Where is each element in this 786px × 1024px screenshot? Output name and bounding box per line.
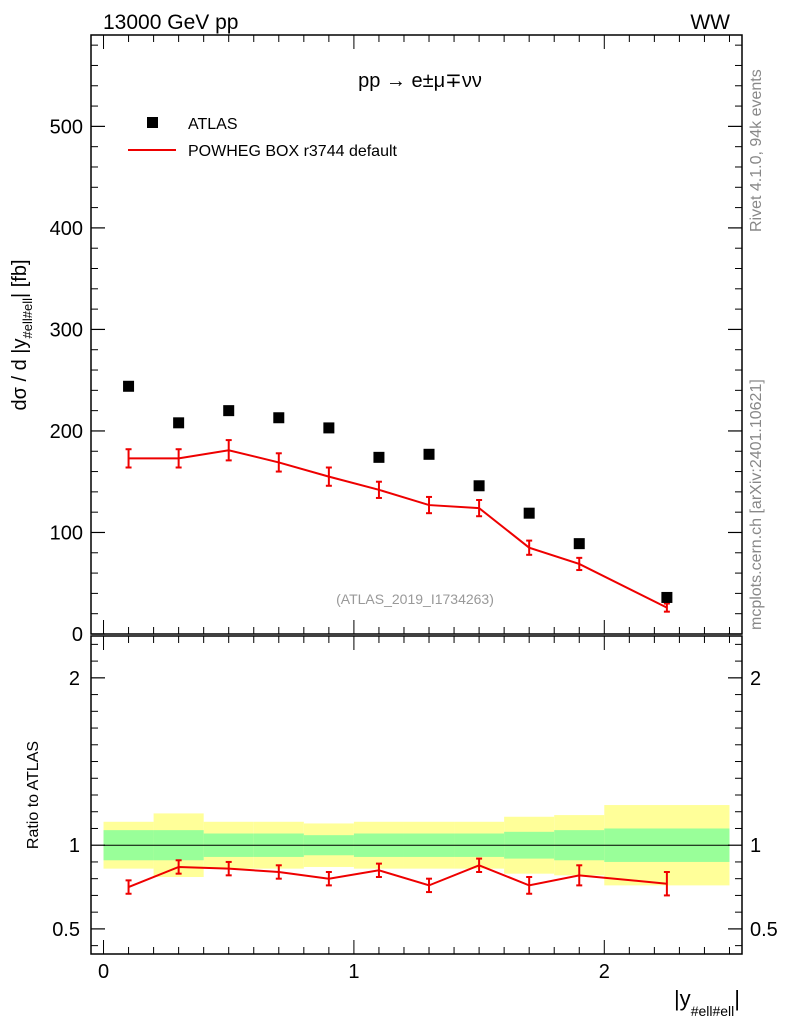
ratio-y-label: Ratio to ATLAS [25, 741, 42, 849]
atlas-data-point [473, 480, 485, 492]
legend-powheg-label: POWHEG BOX r3744 default [188, 143, 398, 160]
main-marks [123, 380, 673, 613]
atlas-data-point [273, 412, 285, 424]
legend-atlas-label: ATLAS [188, 116, 238, 133]
ratio-y-tick-label: 0.5 [52, 919, 80, 941]
rivet-label: Rivet 4.1.0, 94k events [748, 69, 765, 232]
main-title: pp → e±μ∓νν [358, 70, 482, 92]
main-y-tick-label: 0 [72, 624, 83, 646]
main-y-tick-label: 100 [50, 522, 83, 544]
main-y-tick-label: 500 [50, 116, 83, 138]
legend: ATLAS POWHEG BOX r3744 default [128, 116, 398, 160]
x-tick-label: 0 [98, 961, 109, 983]
atlas-data-point [373, 451, 385, 463]
main-panel: 0 100 200 300 400 500 pp → e±μ∓νν dσ / d |y#e… [9, 34, 743, 646]
main-y-tick-label: 200 [50, 421, 83, 443]
mcplots-label: mcplots.cern.ch [arXiv:2401.10621] [748, 379, 765, 630]
analysis-label: (ATLAS_2019_I1734263) [336, 591, 494, 607]
atlas-data-point [573, 538, 585, 550]
main-y-tick-label: 300 [50, 319, 83, 341]
ratio-y-tick-label-right: 0.5 [750, 919, 778, 941]
main-frame [90, 34, 743, 635]
x-label-part-b: | [734, 986, 740, 1011]
ratio-y-tick-label-right: 2 [750, 668, 761, 690]
main-y-tick-label: 400 [50, 218, 83, 240]
atlas-data-point [123, 380, 135, 392]
x-label-part-a: |y [674, 986, 691, 1011]
atlas-data-point [423, 448, 435, 460]
ratio-y-tick-label: 1 [69, 835, 80, 857]
main-y-axis: 0 100 200 300 400 500 [50, 35, 742, 646]
powheg-line [128, 449, 668, 609]
energy-label: 13000 GeV pp [103, 11, 238, 34]
main-y-label-part-a: dσ / d |y [9, 339, 31, 411]
x-tick-label: 2 [599, 961, 610, 983]
ratio-y-tick-label: 2 [69, 668, 80, 690]
x-tick-label: 1 [348, 961, 359, 983]
ratio-frame [90, 635, 743, 955]
ratio-panel: 0.5 0.5 1 1 2 2 0 1 2 Ratio to ATLAS |y#ell#ell| [25, 635, 778, 1019]
ratio-marks [103, 805, 730, 897]
x-axis-label: |y#ell#ell| [674, 986, 740, 1019]
ratio-y-tick-label-right: 1 [750, 835, 761, 857]
atlas-data-point [523, 507, 535, 519]
atlas-data-point [661, 591, 673, 603]
atlas-data-point [323, 422, 335, 434]
atlas-data-point [173, 417, 185, 429]
main-y-label-part-b: | [fb] [9, 259, 31, 298]
ratio-axes: 0.5 0.5 1 1 2 2 0 1 2 [52, 636, 778, 983]
main-y-label: dσ / d |y#ell#ell| [fb] [9, 259, 35, 410]
x-label-subscript: #ell#ell [691, 1003, 735, 1019]
process-label: WW [690, 11, 730, 34]
legend-atlas-marker [147, 117, 158, 128]
main-y-label-subscript: #ell#ell [20, 298, 35, 339]
atlas-data-point [223, 405, 235, 417]
